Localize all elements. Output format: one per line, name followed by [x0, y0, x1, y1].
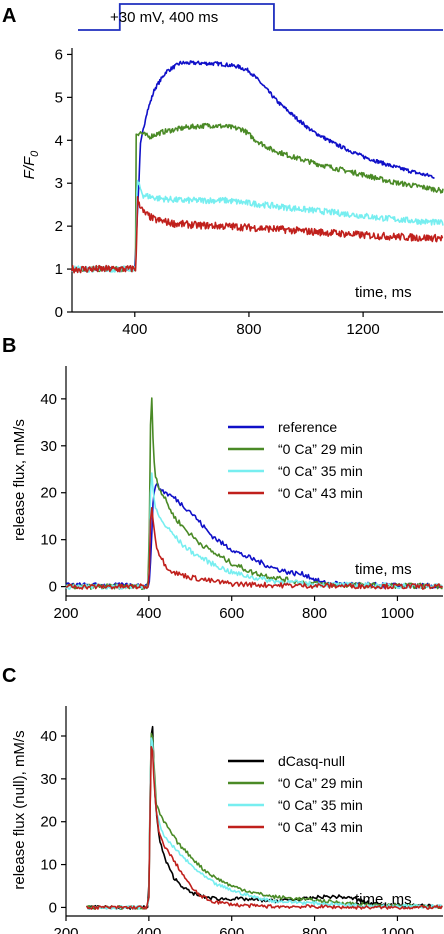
panel-a-letter: A — [2, 5, 16, 27]
panel-b-trace-0-ca-35-min — [65, 472, 444, 590]
legend-label: “0 Ca” 35 min — [278, 797, 363, 813]
stimulus-label: +30 mV, 400 ms — [110, 9, 218, 26]
panel-c-y-axis-title: release flux (null), mM/s — [11, 730, 28, 889]
panel-c-x-tick-label: 600 — [219, 925, 244, 934]
panel-b-x-tick-label: 400 — [136, 605, 161, 622]
panel-b-trace-0-ca-43-min — [65, 507, 444, 590]
panel-c-y-tick-label: 40 — [40, 728, 57, 745]
panel-c-y-tick-label: 10 — [40, 857, 57, 874]
panel-a-trace-series-3 — [71, 179, 444, 273]
panel-b-y-tick-label: 40 — [40, 391, 57, 408]
panel-a-y-tick-label: 2 — [55, 218, 63, 235]
panel-a: A +30 mV, 400 ms 0 1 2 3 4 5 6 400 800 1200 F/F 0 … — [2, 3, 444, 338]
panel-c-letter: C — [2, 665, 16, 687]
panel-b-y-tick-label: 30 — [40, 438, 57, 455]
panel-a-x-tick-label: 800 — [236, 321, 261, 338]
legend-label: “0 Ca” 43 min — [278, 485, 363, 501]
panel-c-y-tick-label: 20 — [40, 814, 57, 831]
legend-label: “0 Ca” 35 min — [278, 463, 363, 479]
legend-label: “0 Ca” 29 min — [278, 775, 363, 791]
panel-b-x-tick-label: 200 — [53, 605, 78, 622]
panel-a-y-tick-label: 1 — [55, 261, 63, 278]
panel-c-x-tick-label: 800 — [302, 925, 327, 934]
panel-b-y-axis-title: release flux, mM/s — [11, 419, 28, 541]
panel-b-x-tick-label: 600 — [219, 605, 244, 622]
panel-a-trace-series-4 — [71, 196, 444, 274]
panel-a-y-axis-title-main: F/F — [21, 156, 38, 179]
panel-c-trace-0-ca-35-min — [85, 737, 443, 910]
stimulus-pulse — [78, 3, 443, 31]
panel-c-trace-dcasq-null — [86, 725, 443, 910]
panel-b-x-tick-label: 800 — [302, 605, 327, 622]
panel-b-y-tick-label: 0 — [49, 579, 57, 596]
panel-c-x-tick-label: 400 — [136, 925, 161, 934]
panel-a-y-tick-label: 3 — [55, 175, 63, 192]
panel-a-y-tick-label: 5 — [55, 89, 63, 106]
panel-a-y-tick-label: 0 — [55, 304, 63, 321]
panel-c-x-tick-label: 200 — [53, 925, 78, 934]
panel-c-x-tick-label: 1000 — [381, 925, 414, 934]
legend-label: “0 Ca” 29 min — [278, 441, 363, 457]
panel-c-trace-0-ca-29-min — [86, 732, 443, 910]
legend-label: “0 Ca” 43 min — [278, 819, 363, 835]
panel-c-legend: dCasq-null “0 Ca” 29 min “0 Ca” 35 min “0 C… — [228, 753, 363, 835]
panel-c-x-axis-title: time, ms — [355, 891, 412, 908]
panel-b-legend: reference “0 Ca” 29 min “0 Ca” 35 min “0 Ca… — [228, 419, 363, 501]
panel-c-trace-0-ca-43-min — [85, 746, 443, 910]
legend-label: dCasq-null — [278, 753, 345, 769]
panel-a-y-tick-label: 4 — [55, 132, 63, 149]
panel-b: B 0 10 20 30 40 200 400 600 800 1000 release flux… — [2, 335, 444, 622]
panel-c-y-tick-label: 30 — [40, 771, 57, 788]
panel-b-x-axis-title: time, ms — [355, 561, 412, 578]
panel-b-letter: B — [2, 335, 16, 357]
panel-a-x-tick-label: 1200 — [346, 321, 379, 338]
panel-c: C 0 10 20 30 40 200 400 600 800 1000 release flux… — [2, 665, 443, 934]
panel-a-trace-series-2 — [71, 122, 444, 273]
panel-a-x-axis-title: time, ms — [355, 284, 412, 301]
legend-label: reference — [278, 419, 337, 435]
panel-a-plot: 0 1 2 3 4 5 6 400 800 1200 — [55, 46, 444, 338]
stimulus-trace — [78, 3, 443, 31]
panel-b-y-tick-label: 10 — [40, 532, 57, 549]
panel-a-y-axis-title: F/F0 — [21, 150, 41, 180]
panel-b-plot: 0 10 20 30 40 200 400 600 800 1000 — [40, 366, 444, 622]
panel-c-y-tick-label: 0 — [49, 899, 57, 916]
panel-c-plot: 0 10 20 30 40 200 400 600 800 1000 — [40, 706, 443, 934]
panel-a-y-tick-label: 6 — [55, 46, 63, 63]
panel-a-y-axis-title-sub: 0 — [29, 150, 41, 157]
panel-a-x-tick-label: 400 — [122, 321, 147, 338]
panel-b-y-tick-label: 20 — [40, 485, 57, 502]
panel-b-x-tick-label: 1000 — [381, 605, 414, 622]
